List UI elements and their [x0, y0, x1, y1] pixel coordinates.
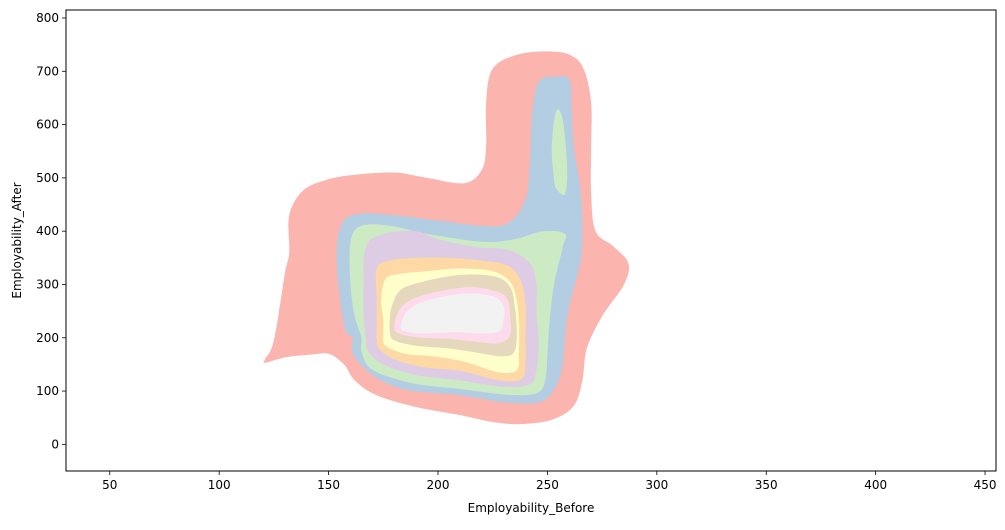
y-tick-label: 0 [51, 437, 59, 451]
x-tick-label: 50 [102, 478, 117, 492]
x-tick-label: 150 [317, 478, 340, 492]
y-tick-label: 500 [36, 171, 59, 185]
y-tick-label: 700 [36, 64, 59, 78]
y-tick-label: 400 [36, 224, 59, 238]
y-axis-ticks: 0 100 200 300 400 500 600 700 800 [36, 11, 66, 451]
y-tick-label: 200 [36, 331, 59, 345]
y-tick-label: 800 [36, 11, 59, 25]
x-tick-label: 350 [755, 478, 778, 492]
y-tick-label: 600 [36, 118, 59, 132]
x-axis-label: Employability_Before [468, 501, 595, 515]
x-tick-label: 250 [536, 478, 559, 492]
x-tick-label: 300 [645, 478, 668, 492]
plot-frame [65, 9, 997, 472]
x-tick-label: 450 [974, 478, 997, 492]
y-tick-label: 100 [36, 384, 59, 398]
y-axis-label: Employability_After [10, 182, 24, 298]
y-tick-label: 300 [36, 277, 59, 291]
density-level-3-region-2 [551, 109, 568, 195]
x-tick-label: 100 [208, 478, 231, 492]
x-tick-label: 200 [427, 478, 450, 492]
density-level-9-region-1 [400, 293, 505, 334]
x-tick-label: 400 [864, 478, 887, 492]
density-contours [263, 51, 630, 425]
x-axis-ticks: 50 100 150 200 250 300 350 400 450 [102, 471, 997, 492]
